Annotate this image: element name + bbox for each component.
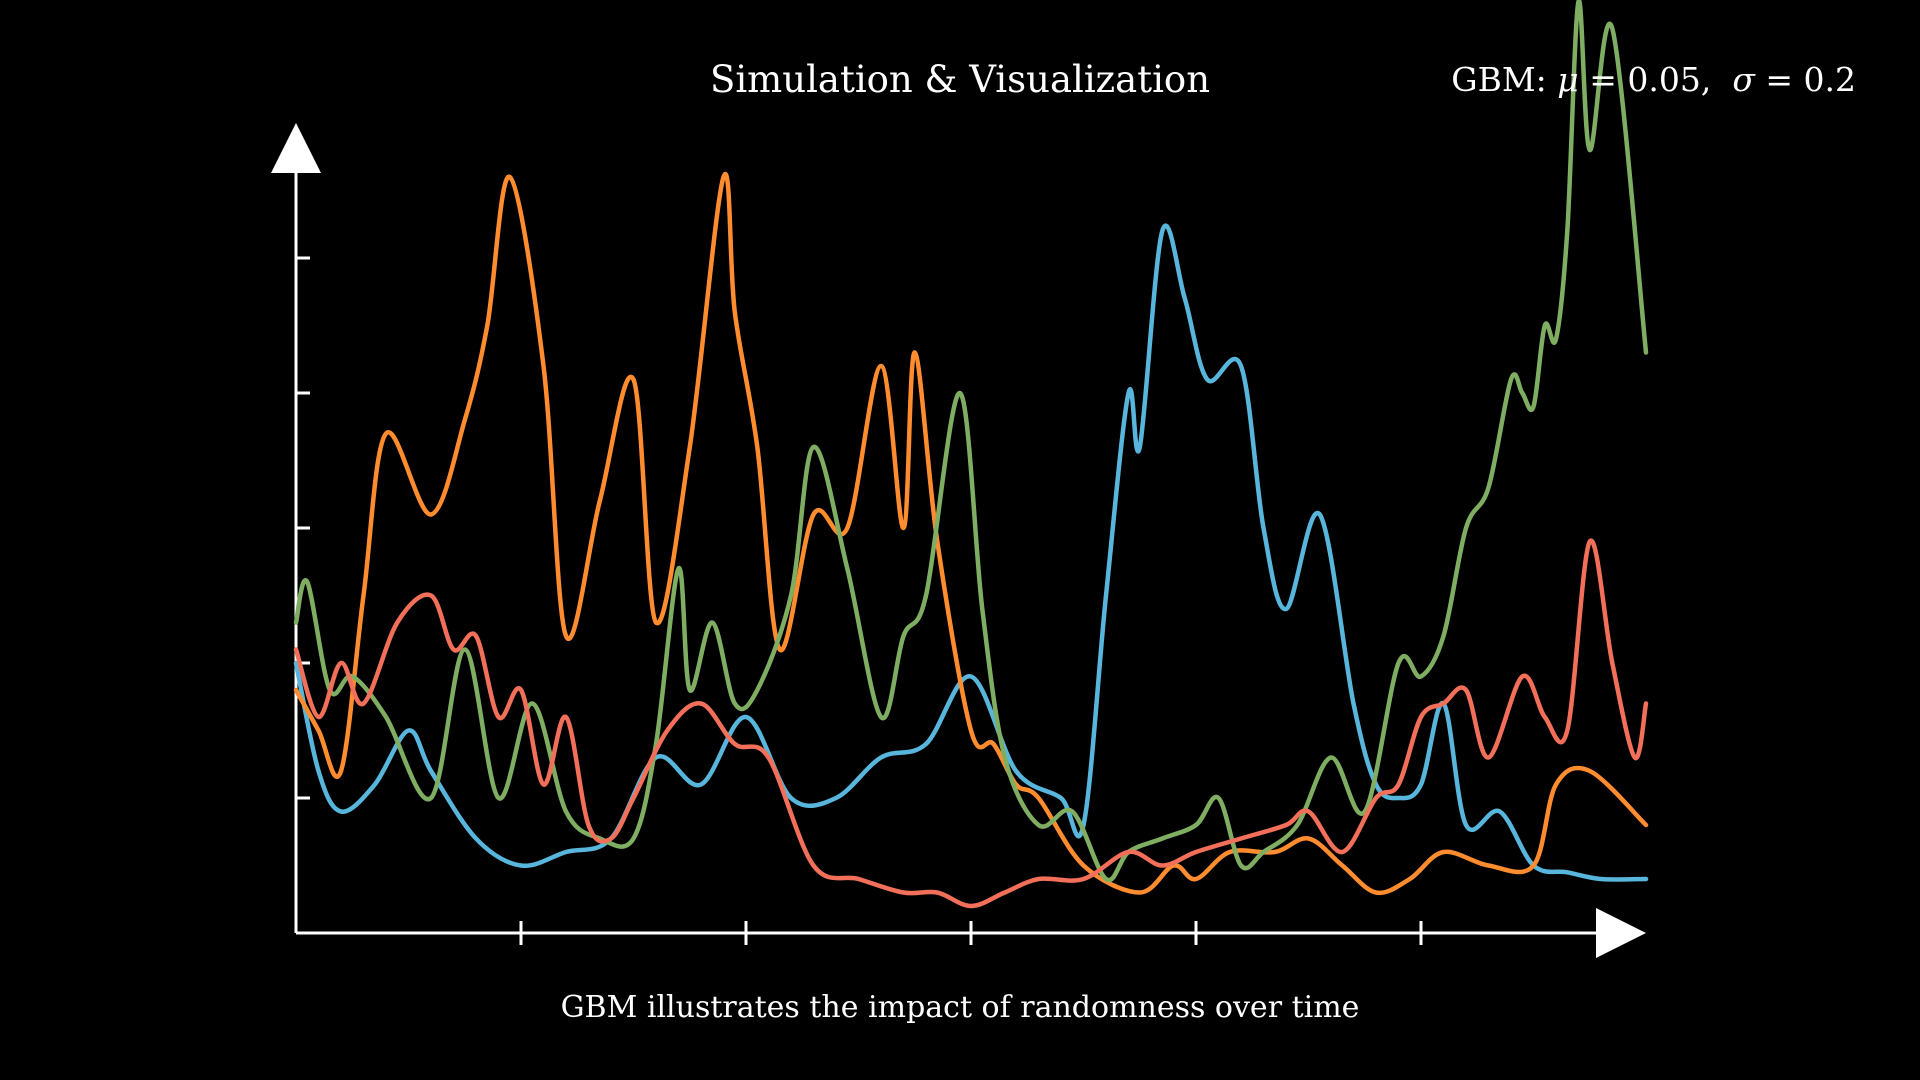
axes <box>271 123 1646 958</box>
x-axis-arrow <box>1596 908 1646 958</box>
y-axis-arrow <box>271 123 321 173</box>
series-line-4 <box>293 538 1649 909</box>
model-parameters: GBM: μ = 0.05, σ = 0.2 <box>1451 60 1856 99</box>
mu-value: 0.05 <box>1627 60 1701 99</box>
series-line-1 <box>293 223 1649 882</box>
series-line-2 <box>293 171 1649 896</box>
series-line-3 <box>293 0 1649 883</box>
sigma-value: 0.2 <box>1803 60 1856 99</box>
series-lines <box>293 0 1649 909</box>
chart-caption: GBM illustrates the impact of randomness… <box>560 990 1360 1025</box>
sigma-symbol: σ <box>1732 60 1755 99</box>
model-name: GBM <box>1451 60 1536 99</box>
mu-symbol: μ <box>1557 60 1579 99</box>
chart-title: Simulation & Visualization <box>709 58 1211 101</box>
